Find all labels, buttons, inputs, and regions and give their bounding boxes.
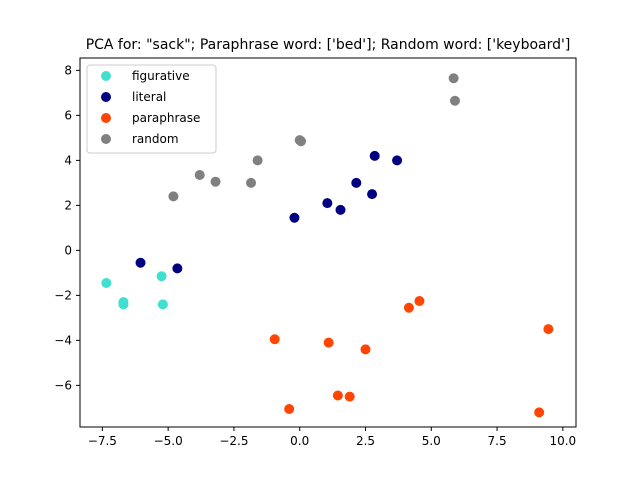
legend-marker-figurative	[101, 71, 111, 81]
point-paraphrase-0	[269, 334, 280, 345]
point-paraphrase-3	[332, 390, 343, 401]
x-tick-label: −7.5	[88, 434, 117, 448]
point-random-1	[194, 170, 205, 180]
point-paraphrase-6	[403, 302, 414, 313]
point-paraphrase-4	[344, 391, 355, 402]
point-random-4	[252, 155, 263, 166]
legend-label-figurative: figurative	[132, 69, 190, 83]
x-tick-label: −2.5	[219, 434, 248, 448]
y-tick-label: −6	[54, 378, 72, 392]
y-tick-label: 8	[64, 63, 72, 77]
point-literal-8	[392, 155, 403, 166]
chart-title: PCA for: "sack"; Paraphrase word: ['bed'…	[86, 37, 571, 53]
y-tick-label: 0	[64, 243, 72, 257]
point-literal-6	[367, 189, 378, 200]
x-tick-label: 5.0	[422, 434, 441, 448]
x-tick-label: 10.0	[549, 434, 576, 448]
y-tick-label: −4	[54, 333, 72, 347]
legend-marker-random	[101, 134, 111, 144]
point-literal-1	[172, 263, 183, 274]
point-figurative-2	[118, 299, 129, 310]
y-tick-label: 6	[64, 108, 72, 122]
point-paraphrase-9	[543, 324, 554, 335]
legend-label-literal: literal	[132, 90, 166, 104]
plot-area-frame	[79, 57, 577, 428]
legend-label-paraphrase: paraphrase	[132, 111, 200, 125]
point-random-3	[246, 177, 257, 188]
point-paraphrase-2	[323, 337, 334, 348]
data-points	[101, 73, 554, 418]
x-tick-label: 0.0	[290, 434, 309, 448]
point-literal-3	[322, 198, 333, 209]
point-literal-5	[351, 177, 362, 188]
point-literal-4	[335, 204, 346, 215]
point-random-7	[448, 73, 459, 84]
point-random-6	[296, 136, 307, 147]
legend-marker-literal	[101, 92, 111, 102]
legend: figurative literal paraphrase random	[86, 64, 217, 154]
y-tick-label: −2	[54, 288, 72, 302]
legend-box	[86, 64, 217, 154]
point-literal-7	[369, 150, 380, 161]
point-literal-0	[135, 257, 146, 268]
point-random-2	[210, 176, 221, 187]
point-figurative-0	[101, 278, 112, 288]
point-random-8	[449, 95, 460, 106]
point-paraphrase-1	[284, 404, 295, 414]
x-axis: −7.5 −5.0 −2.5 0.0 2.5 5.0 7.5 10.0	[88, 427, 576, 448]
point-random-0	[168, 191, 179, 202]
point-literal-2	[289, 212, 300, 223]
y-tick-label: 4	[64, 153, 72, 167]
legend-marker-paraphrase	[101, 113, 111, 123]
x-tick-label: −5.0	[154, 434, 183, 448]
legend-label-random: random	[132, 132, 179, 146]
x-tick-label: 2.5	[356, 434, 375, 448]
point-paraphrase-5	[360, 344, 371, 355]
point-paraphrase-7	[414, 296, 425, 306]
y-tick-label: 2	[64, 198, 72, 212]
y-axis: −6 −4 −2 0 2 4 6 8	[54, 63, 80, 392]
point-figurative-4	[157, 299, 168, 310]
point-figurative-3	[156, 271, 167, 282]
point-paraphrase-8	[534, 407, 545, 418]
x-tick-label: 7.5	[488, 434, 507, 448]
